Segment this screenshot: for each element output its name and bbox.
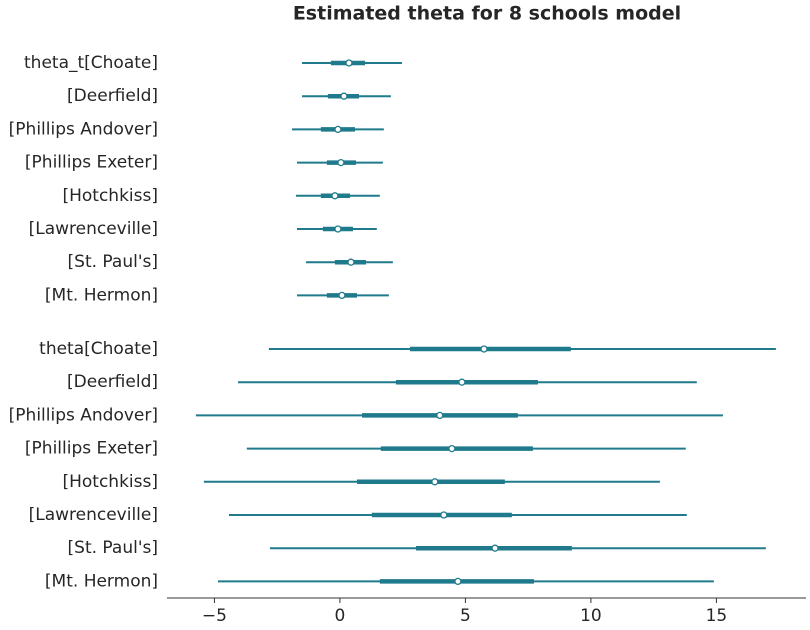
median-point bbox=[331, 192, 339, 200]
y-tick-label: [Hotchkiss] bbox=[62, 472, 158, 492]
x-tick-label: 5 bbox=[460, 606, 471, 626]
median-point bbox=[458, 378, 466, 386]
y-tick-label: [St. Paul's] bbox=[68, 252, 158, 272]
median-point bbox=[440, 511, 448, 519]
y-tick-label: [Phillips Exeter] bbox=[25, 439, 158, 459]
median-point bbox=[431, 478, 439, 486]
y-tick-label: [Lawrenceville] bbox=[29, 505, 158, 525]
y-tick-label: [Phillips Andover] bbox=[9, 405, 158, 425]
median-point bbox=[337, 158, 345, 167]
median-point bbox=[448, 444, 456, 453]
y-tick-label: [St. Paul's] bbox=[68, 538, 158, 558]
y-tick-label: [Lawrenceville] bbox=[29, 219, 158, 239]
y-tick-label: theta_t[Choate] bbox=[24, 53, 158, 73]
median-point bbox=[436, 411, 444, 420]
y-tick-label: [Mt. Hermon] bbox=[45, 285, 158, 305]
x-tick-label: 0 bbox=[335, 606, 346, 626]
median-point bbox=[454, 577, 462, 586]
median-point bbox=[338, 291, 346, 300]
y-tick-label: [Mt. Hermon] bbox=[45, 571, 158, 591]
y-tick-label: [Hotchkiss] bbox=[62, 186, 158, 206]
y-tick-label: [Deerfield] bbox=[67, 86, 158, 106]
y-tick-label: [Deerfield] bbox=[67, 372, 158, 392]
median-point bbox=[345, 59, 353, 67]
median-point bbox=[491, 544, 499, 552]
median-point bbox=[334, 225, 342, 233]
median-point bbox=[480, 345, 488, 353]
x-tick-label: 10 bbox=[580, 606, 602, 626]
median-point bbox=[334, 125, 342, 134]
median-point bbox=[340, 92, 348, 100]
x-tick-label: −5 bbox=[202, 606, 227, 626]
x-tick-label: 15 bbox=[706, 606, 728, 626]
y-tick-label: theta[Choate] bbox=[39, 339, 158, 359]
median-point bbox=[347, 258, 355, 266]
y-tick-label: [Phillips Andover] bbox=[9, 119, 158, 139]
y-tick-label: [Phillips Exeter] bbox=[25, 153, 158, 173]
chart-title: Estimated theta for 8 schools model bbox=[293, 3, 681, 25]
